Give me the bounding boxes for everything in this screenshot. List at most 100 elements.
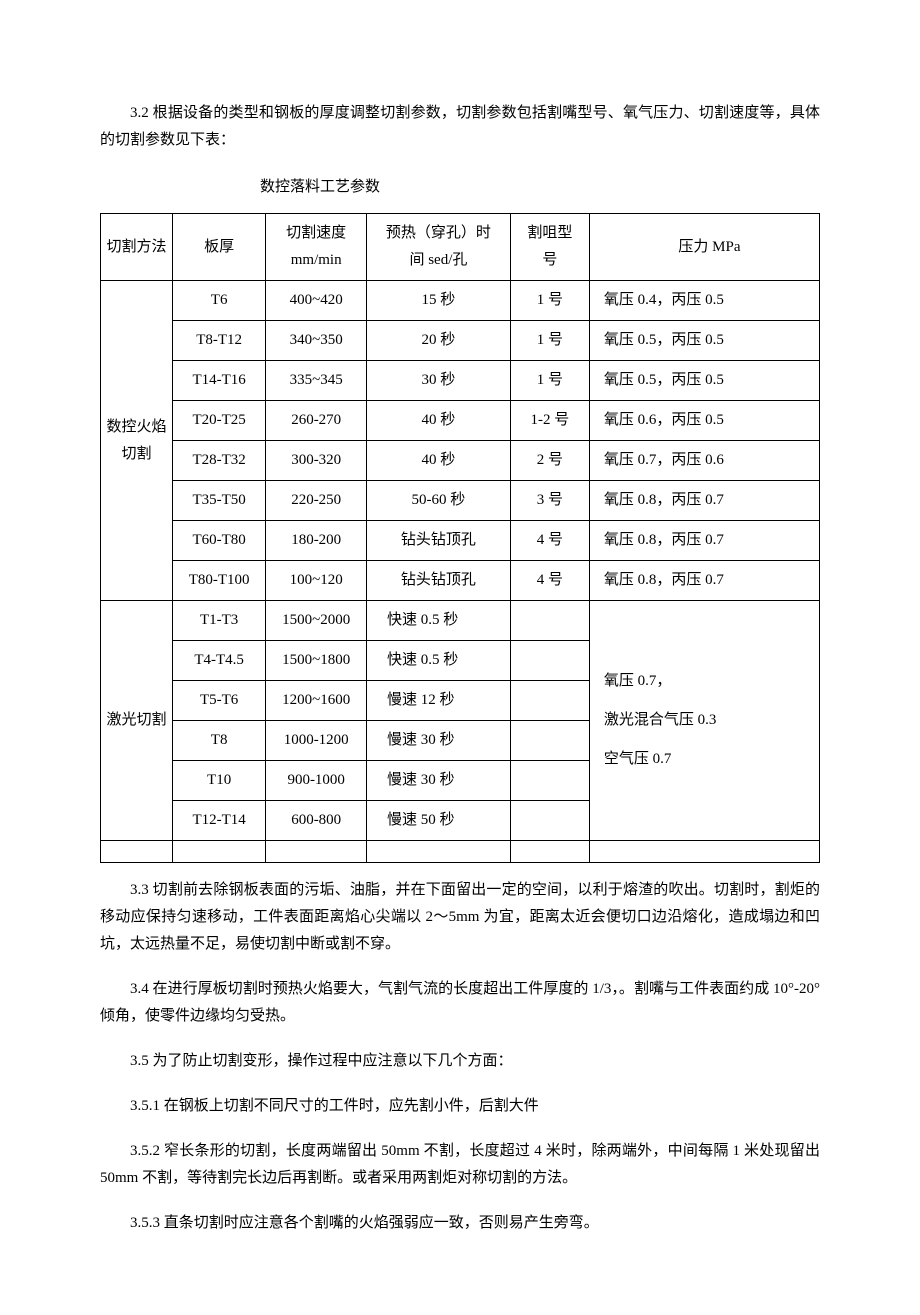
cell-nozzle: 1 号 [510, 321, 589, 361]
header-speed: 切割速度 mm/min [266, 214, 367, 281]
header-nozzle-l2: 号 [542, 252, 557, 268]
header-method: 切割方法 [101, 214, 173, 281]
cell-speed: 900-1000 [266, 761, 367, 801]
table-title-wrapper: 数控落料工艺参数 [100, 174, 820, 201]
cell-preheat: 快速 0.5 秒 [367, 641, 511, 681]
cell-preheat: 40 秒 [367, 401, 511, 441]
paragraph-3-4: 3.4 在进行厚板切割时预热火焰要大，气割气流的长度超出工件厚度的 1/3，。割… [100, 976, 820, 1030]
cell-preheat: 钻头钻顶孔 [367, 521, 511, 561]
cell-preheat: 快速 0.5 秒 [367, 601, 511, 641]
cell-thick: T6 [172, 281, 265, 321]
cell-preheat: 30 秒 [367, 361, 511, 401]
cell-preheat: 40 秒 [367, 441, 511, 481]
cell-thick: T8-T12 [172, 321, 265, 361]
cell-speed: 400~420 [266, 281, 367, 321]
table-row: T35-T50 220-250 50-60 秒 3 号 氧压 0.8，丙压 0.… [101, 481, 820, 521]
cell-nozzle: 4 号 [510, 561, 589, 601]
cell-nozzle [510, 681, 589, 721]
cell-press: 氧压 0.5，丙压 0.5 [589, 321, 819, 361]
table-title: 数控落料工艺参数 [260, 174, 380, 201]
cell-preheat: 15 秒 [367, 281, 511, 321]
table-empty-row [101, 841, 820, 863]
cell-preheat: 慢速 50 秒 [367, 801, 511, 841]
cell-speed: 100~120 [266, 561, 367, 601]
cell-nozzle: 4 号 [510, 521, 589, 561]
table-row: 数控火焰切割 T6 400~420 15 秒 1 号 氧压 0.4，丙压 0.5 [101, 281, 820, 321]
header-speed-l2: mm/min [291, 252, 342, 268]
cell-preheat: 50-60 秒 [367, 481, 511, 521]
cell-nozzle [510, 761, 589, 801]
cell-preheat: 慢速 12 秒 [367, 681, 511, 721]
header-preheat-l1: 预热（穿孔）时 [386, 225, 491, 241]
cell-preheat: 钻头钻顶孔 [367, 561, 511, 601]
laser-pressure: 氧压 0.7， 激光混合气压 0.3 空气压 0.7 [589, 601, 819, 841]
paragraph-3-2: 3.2 根据设备的类型和钢板的厚度调整切割参数，切割参数包括割嘴型号、氧气压力、… [100, 100, 820, 154]
cell-press: 氧压 0.8，丙压 0.7 [589, 481, 819, 521]
cell-press: 氧压 0.4，丙压 0.5 [589, 281, 819, 321]
cell-thick: T10 [172, 761, 265, 801]
cell-speed: 1000-1200 [266, 721, 367, 761]
cell-press: 氧压 0.8，丙压 0.7 [589, 521, 819, 561]
header-pressure: 压力 MPa [589, 214, 819, 281]
paragraph-3-5-1: 3.5.1 在钢板上切割不同尺寸的工件时，应先割小件，后割大件 [100, 1093, 820, 1120]
table-header-row: 切割方法 板厚 切割速度 mm/min 预热（穿孔）时 间 sed/孔 割咀型 … [101, 214, 820, 281]
cell-nozzle: 1-2 号 [510, 401, 589, 441]
cell-speed: 600-800 [266, 801, 367, 841]
cell-nozzle [510, 641, 589, 681]
cell-thick: T20-T25 [172, 401, 265, 441]
table-row: 激光切割 T1-T3 1500~2000 快速 0.5 秒 氧压 0.7， 激光… [101, 601, 820, 641]
cell-speed: 1500~1800 [266, 641, 367, 681]
cell-preheat: 慢速 30 秒 [367, 761, 511, 801]
cell-thick: T60-T80 [172, 521, 265, 561]
cell-speed: 1500~2000 [266, 601, 367, 641]
cell-speed: 220-250 [266, 481, 367, 521]
header-speed-l1: 切割速度 [286, 225, 346, 241]
cell-nozzle [510, 721, 589, 761]
cell-preheat: 20 秒 [367, 321, 511, 361]
cell-speed: 335~345 [266, 361, 367, 401]
cell-press: 氧压 0.8，丙压 0.7 [589, 561, 819, 601]
table-row: T60-T80 180-200 钻头钻顶孔 4 号 氧压 0.8，丙压 0.7 [101, 521, 820, 561]
cell-speed: 340~350 [266, 321, 367, 361]
cell-nozzle: 3 号 [510, 481, 589, 521]
cell-nozzle: 1 号 [510, 281, 589, 321]
table-row: T20-T25 260-270 40 秒 1-2 号 氧压 0.6，丙压 0.5 [101, 401, 820, 441]
cell-press: 氧压 0.7，丙压 0.6 [589, 441, 819, 481]
laser-press-l2: 激光混合气压 0.3 [604, 712, 717, 728]
cell-thick: T1-T3 [172, 601, 265, 641]
cell-nozzle [510, 801, 589, 841]
paragraph-3-5: 3.5 为了防止切割变形，操作过程中应注意以下几个方面： [100, 1048, 820, 1075]
header-preheat: 预热（穿孔）时 间 sed/孔 [367, 214, 511, 281]
table-row: T28-T32 300-320 40 秒 2 号 氧压 0.7，丙压 0.6 [101, 441, 820, 481]
paragraph-3-5-3: 3.5.3 直条切割时应注意各个割嘴的火焰强弱应一致，否则易产生旁弯。 [100, 1210, 820, 1237]
method-flame: 数控火焰切割 [101, 281, 173, 601]
cell-speed: 1200~1600 [266, 681, 367, 721]
table-row: T80-T100 100~120 钻头钻顶孔 4 号 氧压 0.8，丙压 0.7 [101, 561, 820, 601]
header-nozzle-l1: 割咀型 [527, 225, 572, 241]
cell-thick: T14-T16 [172, 361, 265, 401]
cell-nozzle [510, 601, 589, 641]
cell-press: 氧压 0.6，丙压 0.5 [589, 401, 819, 441]
cell-thick: T35-T50 [172, 481, 265, 521]
cell-speed: 300-320 [266, 441, 367, 481]
cell-thick: T80-T100 [172, 561, 265, 601]
method-laser: 激光切割 [101, 601, 173, 841]
header-thickness: 板厚 [172, 214, 265, 281]
header-preheat-l2: 间 sed/孔 [409, 252, 467, 268]
cell-press: 氧压 0.5，丙压 0.5 [589, 361, 819, 401]
header-nozzle: 割咀型 号 [510, 214, 589, 281]
cutting-params-table: 切割方法 板厚 切割速度 mm/min 预热（穿孔）时 间 sed/孔 割咀型 … [100, 213, 820, 863]
laser-press-l1: 氧压 0.7， [604, 673, 672, 689]
cell-nozzle: 2 号 [510, 441, 589, 481]
cell-thick: T12-T14 [172, 801, 265, 841]
table-row: T8-T12 340~350 20 秒 1 号 氧压 0.5，丙压 0.5 [101, 321, 820, 361]
paragraph-3-3: 3.3 切割前去除钢板表面的污垢、油脂，并在下面留出一定的空间，以利于熔渣的吹出… [100, 877, 820, 958]
cell-thick: T8 [172, 721, 265, 761]
cell-thick: T5-T6 [172, 681, 265, 721]
paragraph-3-5-2: 3.5.2 窄长条形的切割，长度两端留出 50mm 不割，长度超过 4 米时，除… [100, 1138, 820, 1192]
laser-press-l3: 空气压 0.7 [604, 751, 672, 767]
table-row: T14-T16 335~345 30 秒 1 号 氧压 0.5，丙压 0.5 [101, 361, 820, 401]
cell-thick: T28-T32 [172, 441, 265, 481]
cell-speed: 260-270 [266, 401, 367, 441]
cell-nozzle: 1 号 [510, 361, 589, 401]
